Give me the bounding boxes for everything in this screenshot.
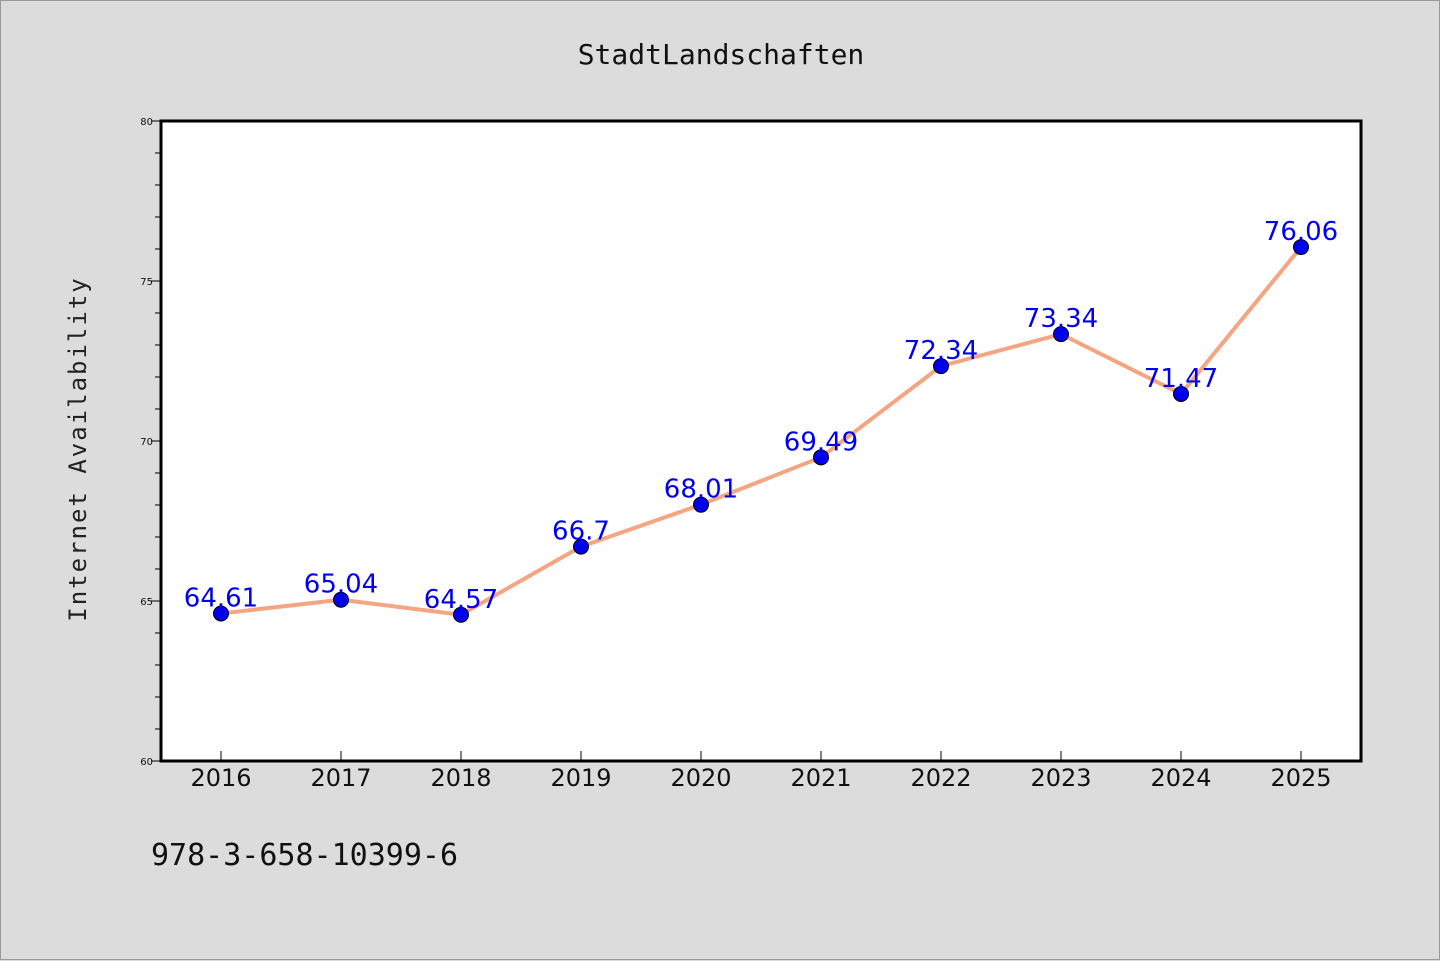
data-point [693,496,709,513]
data-label: 71.47 [1144,364,1218,394]
data-point [333,591,349,608]
chart-title: StadtLandschaften [578,38,865,71]
data-label: 66.7 [552,517,610,547]
data-label: 72.34 [904,336,978,366]
data-point [213,605,229,622]
x-tick-label: 2018 [430,764,491,792]
data-label: 76.06 [1264,217,1338,247]
x-tick-label: 2016 [190,764,251,792]
x-tick-label: 2025 [1270,764,1331,792]
data-label: 64.61 [184,583,258,613]
plot-area [159,119,1363,763]
x-tick-label: 2022 [910,764,971,792]
series-line [219,245,1303,617]
y-tick-label: 70 [140,437,153,448]
y-tick-label: 60 [140,757,153,768]
x-tick-label: 2020 [670,764,731,792]
y-tick-label: 65 [140,597,153,608]
data-label: 65.04 [304,570,378,600]
y-axis-label: Internet Availability [64,276,92,621]
data-point [573,538,589,555]
data-point [933,358,949,375]
isbn-footer: 978-3-658-10399-6 [151,838,458,873]
data-point [1173,385,1189,402]
data-label: 69.49 [784,427,858,457]
data-label: 64.57 [424,585,498,615]
data-label-layer: 64.61 65.04 64.57 66.7 68.01 69.49 72.34 73.34 7… [184,217,1338,615]
data-point [453,606,469,623]
x-tick-label: 2021 [790,764,851,792]
x-axis: 2016 2017 2018 2019 2020 2021 2022 2023 2024 2025 [190,751,1332,792]
data-point [1053,326,1069,343]
x-tick-label: 2023 [1030,764,1091,792]
data-label: 73.34 [1024,304,1098,334]
data-point [1293,239,1309,256]
y-tick-label: 80 [140,117,153,128]
x-tick-label: 2019 [550,764,611,792]
y-axis: 60 65 70 75 80 [140,117,161,768]
x-tick-label: 2017 [310,764,371,792]
data-label: 68.01 [664,475,738,505]
series-layer [219,245,1303,617]
x-tick-label: 2024 [1150,764,1211,792]
marker-layer [213,239,1309,623]
data-point [813,449,829,466]
y-tick-label: 75 [140,277,153,288]
